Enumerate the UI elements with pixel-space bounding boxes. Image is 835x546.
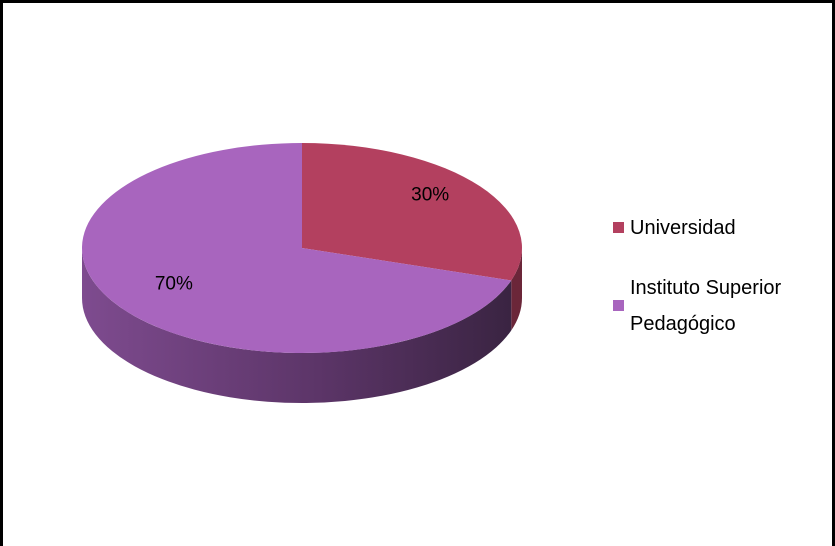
- pie-side: [511, 248, 522, 331]
- data-label: 70%: [155, 273, 193, 294]
- legend-label: Universidad: [630, 217, 736, 239]
- pie-side: [82, 248, 512, 403]
- legend-swatch: [613, 222, 624, 233]
- pie-slice: [302, 143, 522, 281]
- pie-slice: [81, 142, 512, 353]
- legend-swatch: [613, 300, 624, 311]
- legend-label: Instituto Superior Pedagógico: [630, 277, 782, 335]
- data-label: 30%: [411, 185, 449, 206]
